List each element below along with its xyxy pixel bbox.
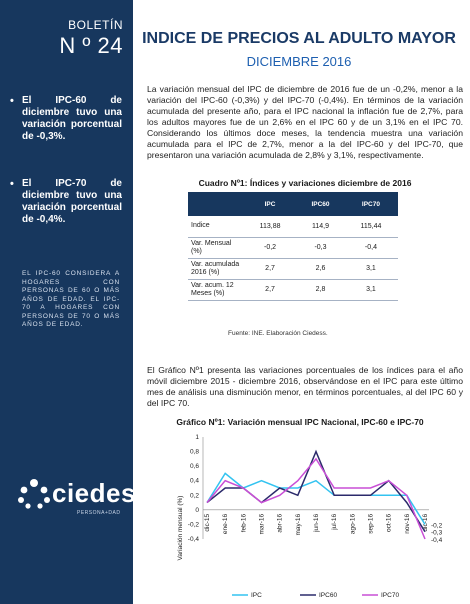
page-subtitle: DICIEMBRE 2016 [246,54,352,69]
table-row-label: Var. acumulada 2016 (%) [188,258,243,280]
bulletin-number: N º 24 [59,33,123,58]
table-cell: 2,8 [297,279,344,301]
table-cell: 2,6 [297,258,344,280]
table-cell: -0,2 [243,237,298,259]
series-line-ipc70 [206,457,426,540]
y-tick-label: 0,6 [190,463,199,470]
x-tick-label: dic-15 [204,513,211,531]
table-source: Fuente: INE. Elaboración Ciedess. [228,330,328,337]
table-row: Var. Mensual (%) -0,2 -0,3 -0,4 [188,237,398,259]
table-header-cell: IPC60 [297,192,344,216]
index-table: IPC IPC60 IPC70 Indice 113,88 114,9 115,… [188,192,398,301]
table-cell: 114,9 [297,216,344,238]
x-tick-label: feb-16 [240,513,247,532]
table-cell: 115,44 [343,216,398,238]
line-chart: Variación mensual (%) -0,4 -0,2 0 0,2 0,4 0,6… [177,434,443,599]
sidebar-note: EL IPC-60 CONSIDERA A HOGARES CON PERSON… [22,270,120,328]
table-cell: -0,4 [343,237,398,259]
plot-area: -0,4 -0,2 0 0,2 0,4 0,6 0,8 1 dic-15 ene-16 feb-16… [188,434,443,544]
table-header-cell: IPC [243,192,298,216]
table-row: Var. acumulada 2016 (%) 2,7 2,6 3,1 [188,258,398,280]
x-tick-label: oct-16 [386,513,393,531]
legend-label: IPC [251,592,262,599]
bullet-ipc70: • El IPC-70 de diciembre tuvo una variac… [10,178,122,226]
bullet-dot-icon: • [10,178,14,190]
x-tick-label: may-16 [295,513,302,535]
y-tick-label: 0,8 [190,449,199,456]
table-cell: 3,1 [343,279,398,301]
y-tick-label: -0,2 [188,521,200,528]
y-tick-label: 0,2 [190,492,199,499]
table-cell: 2,7 [243,279,298,301]
table-row-label: Indice [188,216,243,238]
table-cell: 113,88 [243,216,298,238]
legend-label: IPC70 [381,592,399,599]
end-data-label: -0,4 [431,537,443,544]
x-tick-label: jun-16 [313,513,320,532]
x-tick-label: ene-16 [222,513,229,534]
bullet-text: El IPC-70 de diciembre tuvo una variació… [22,178,122,225]
table-cell: -0,3 [297,237,344,259]
logo-text: ciedess [52,478,151,508]
y-tick-label: -0,4 [188,536,200,543]
chart-intro-paragraph: El Gráfico Nº1 presenta las variaciones … [147,365,463,408]
x-tick-label: ago-16 [349,513,356,534]
x-tick-label: sep-16 [368,513,375,533]
bulletin-header: BOLETÍN N º 24 [0,0,133,78]
table-row-label: Var. acum. 12 Meses (%) [188,279,243,301]
table-row: Indice 113,88 114,9 115,44 [188,216,398,238]
sidebar: BOLETÍN N º 24 • El IPC-60 de diciembre … [0,0,150,604]
bulletin-label: BOLETÍN [68,18,123,32]
x-tick-label: mar-16 [259,513,266,534]
chart-title: Gráfico Nº1: Variación mensual IPC Nacio… [176,417,424,427]
bullet-ipc60: • El IPC-60 de diciembre tuvo una variac… [10,95,122,143]
legend-label: IPC60 [319,592,337,599]
x-tick-label: dic-16 [422,513,429,531]
x-tick-label: abr-16 [277,513,284,532]
table-row-label: Var. Mensual (%) [188,237,243,259]
y-tick-label: 0,4 [190,478,199,485]
intro-paragraph: La variación mensual del IPC de diciembr… [147,84,463,160]
y-tick-label: 0 [195,507,199,514]
table-header-row: IPC IPC60 IPC70 [188,192,398,216]
table-title: Cuadro Nº1: Índices y variaciones diciem… [198,178,412,188]
logo-subtext: PERSONA+DAD [77,510,121,516]
y-axis-label: Variación mensual (%) [177,496,184,561]
x-tick-label: nov-16 [404,513,411,533]
ciedess-logo-icon [18,479,50,509]
end-data-label: -0,2 [431,522,443,529]
table-cell: 3,1 [343,258,398,280]
end-data-label: -0,3 [431,530,443,537]
page-title: INDICE DE PRECIOS AL ADULTO MAYOR [142,30,456,47]
table-header-cell: IPC70 [343,192,398,216]
ciedess-logo: ciedess PERSONA+DAD [14,470,150,530]
chart-legend: IPC IPC60 IPC70 [232,592,399,599]
table-row: Var. acum. 12 Meses (%) 2,7 2,8 3,1 [188,279,398,301]
y-tick-label: 1 [195,434,199,441]
bullet-text: El IPC-60 de diciembre tuvo una variació… [22,95,122,142]
x-tick-label: jul-16 [331,513,338,530]
bullet-dot-icon: • [10,95,14,107]
table-cell: 2,7 [243,258,298,280]
table-header-cell [188,192,243,216]
